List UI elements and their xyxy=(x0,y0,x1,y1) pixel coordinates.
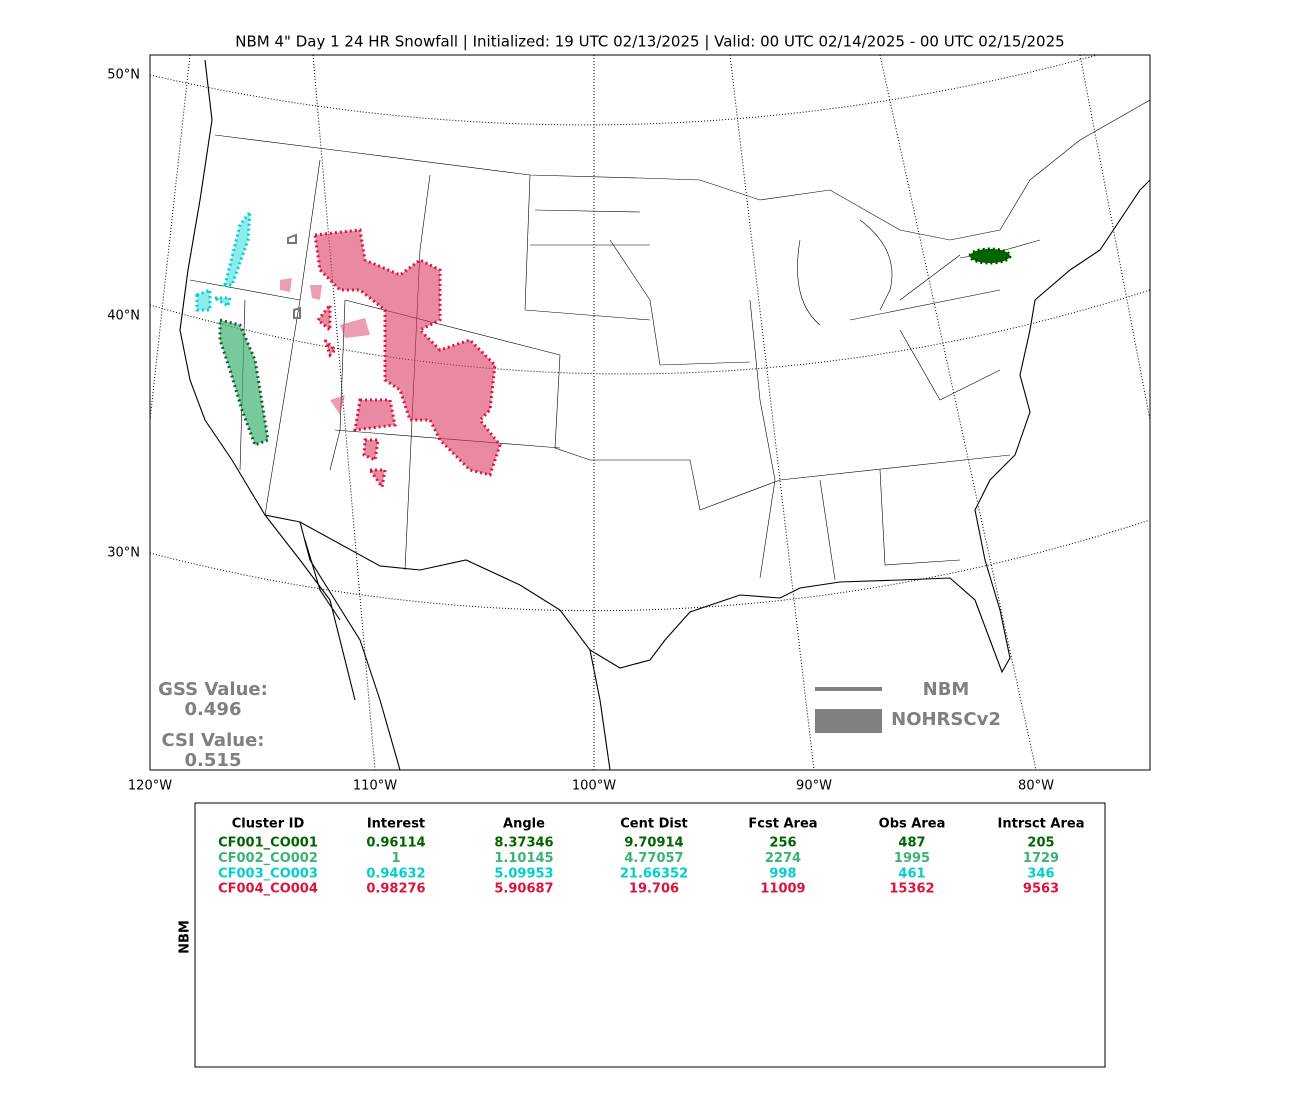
table-cell: 1995 xyxy=(894,851,930,866)
table-side-label: NBM xyxy=(178,920,193,954)
mexico-coast xyxy=(299,521,611,770)
lat-label: 40°N xyxy=(107,309,140,324)
lon-label: 90°W xyxy=(796,779,832,794)
table-cell: 11009 xyxy=(760,882,805,897)
table-cell: 461 xyxy=(898,866,925,881)
graticule xyxy=(150,55,191,421)
table-frame xyxy=(194,802,1106,1068)
table-header: Angle xyxy=(503,817,545,832)
baja xyxy=(264,514,356,701)
legend-text: NBM xyxy=(923,679,970,700)
graticule xyxy=(150,519,1150,612)
table-cell: 19.706 xyxy=(629,882,679,897)
lon-label: 100°W xyxy=(572,779,616,794)
table-header: Cent Dist xyxy=(620,817,688,832)
table-cell: 5.09953 xyxy=(494,866,553,881)
table-cell: 1729 xyxy=(1023,851,1059,866)
table-header: Cluster ID xyxy=(232,817,305,832)
legend-text: NOHRSCv2 xyxy=(891,709,1001,730)
map xyxy=(150,55,1150,770)
table-cell: 0.94632 xyxy=(366,866,425,881)
graticule xyxy=(1079,55,1150,421)
table-cell: 4.77057 xyxy=(624,851,683,866)
table-cell: 1 xyxy=(391,851,400,866)
table-cell: 0.98276 xyxy=(366,882,425,897)
graticule xyxy=(150,55,1100,126)
graticule xyxy=(879,55,1037,770)
table-cell: CF004_CO004 xyxy=(218,882,318,897)
csi-value: 0.515 xyxy=(185,750,242,771)
table-cell: 346 xyxy=(1027,866,1054,881)
table-header: Fcst Area xyxy=(748,817,817,832)
lakes xyxy=(797,219,1041,326)
table-cell: 0.96114 xyxy=(366,836,425,851)
table-cell: 487 xyxy=(898,836,925,851)
state-lines xyxy=(189,159,1011,581)
graticule xyxy=(150,289,1150,375)
table-cell: 9.70914 xyxy=(624,836,683,851)
map-frame xyxy=(149,54,1151,771)
lat-label: 30°N xyxy=(107,546,140,561)
table-cell: 9563 xyxy=(1023,882,1059,897)
table-cell: 205 xyxy=(1027,836,1054,851)
lon-label: 80°W xyxy=(1018,779,1054,794)
gss-value: 0.496 xyxy=(185,699,242,720)
table-cell: 2274 xyxy=(765,851,801,866)
graticule xyxy=(729,55,815,770)
table-cell: 256 xyxy=(769,836,796,851)
chart-title: NBM 4" Day 1 24 HR Snowfall | Initialize… xyxy=(235,33,1064,51)
table-cell: CF002_CO002 xyxy=(218,851,318,866)
lat-label: 50°N xyxy=(107,68,140,83)
table-header: Intrsct Area xyxy=(998,817,1085,832)
table-header: Interest xyxy=(367,817,425,832)
table-cell: 1.10145 xyxy=(494,851,553,866)
table-cell: 21.66352 xyxy=(620,866,688,881)
csi-label: CSI Value: xyxy=(162,730,265,751)
table-cell: 5.90687 xyxy=(494,882,553,897)
lon-label: 110°W xyxy=(353,779,397,794)
legend-fill xyxy=(815,709,882,733)
table-cell: CF003_CO003 xyxy=(218,866,318,881)
table-cell: CF001_CO001 xyxy=(218,836,318,851)
table-cell: 998 xyxy=(769,866,796,881)
coastline xyxy=(179,59,1150,674)
lon-label: 120°W xyxy=(128,779,172,794)
gss-label: GSS Value: xyxy=(158,679,268,700)
fcst-contour xyxy=(287,233,301,319)
table-header: Obs Area xyxy=(879,817,946,832)
table: Cluster ID Interest Angle Cent Dist Fcst Are… xyxy=(218,817,1084,897)
obs-clusters xyxy=(195,207,1012,491)
border xyxy=(214,99,1150,241)
table-cell: 8.37346 xyxy=(494,836,553,851)
table-cell: 15362 xyxy=(889,882,934,897)
